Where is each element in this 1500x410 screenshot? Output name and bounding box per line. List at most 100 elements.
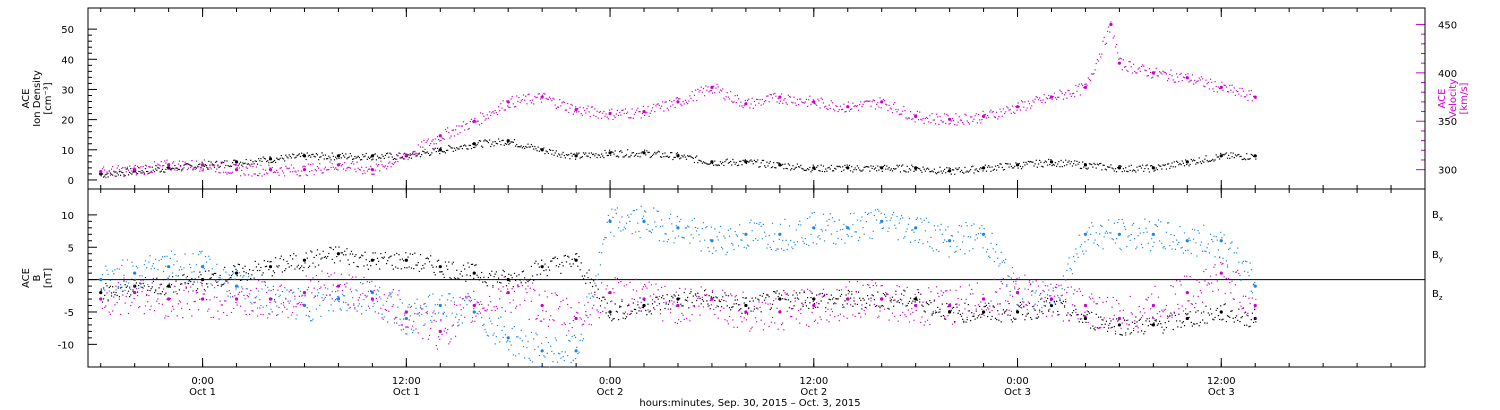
trace-dot — [179, 283, 182, 285]
trace-dot — [805, 98, 808, 100]
trace-dot — [329, 246, 331, 248]
trace-dot — [701, 91, 703, 93]
trace-dot — [119, 170, 122, 172]
trace-dot — [1196, 161, 1198, 164]
trace-dot — [726, 251, 728, 253]
trace-dot — [160, 170, 162, 172]
trace-dot — [131, 301, 133, 303]
trace-dot — [399, 152, 401, 155]
trace-dot — [558, 266, 560, 268]
trace-dot — [1045, 300, 1048, 302]
trace-dot — [140, 279, 142, 281]
trace-dot — [139, 167, 141, 169]
trace-dot — [387, 321, 389, 323]
trace-dot — [1239, 155, 1241, 158]
trace-dot — [717, 317, 719, 319]
trace-dot — [486, 309, 488, 311]
trace-dot — [826, 170, 828, 172]
trace-dot — [1029, 160, 1032, 163]
trace-dot — [284, 160, 286, 162]
trace-dot — [208, 308, 210, 310]
trace-dot — [484, 310, 486, 312]
trace-dot — [313, 155, 315, 158]
trace-dot — [1200, 162, 1203, 165]
trace-dot — [370, 290, 372, 292]
trace-dot — [543, 270, 545, 272]
trace-dot — [301, 295, 303, 297]
trace-dot — [450, 300, 452, 302]
trace-dot — [493, 332, 495, 334]
trace-dot — [237, 293, 239, 295]
trace-dot — [434, 147, 436, 149]
trace-dot — [1255, 321, 1257, 323]
trace-dot — [751, 297, 753, 299]
trace-dot — [323, 284, 325, 286]
trace-dot — [109, 172, 111, 174]
trace-dot — [533, 148, 535, 150]
trace-dot — [1025, 109, 1027, 111]
trace-dot — [1190, 79, 1192, 81]
trace-dot — [964, 166, 966, 169]
trace-dot — [498, 277, 500, 279]
trace-dot — [710, 296, 713, 298]
trace-dot — [839, 295, 842, 297]
trace-dot — [933, 168, 935, 170]
trace-dot — [149, 290, 151, 292]
trace-dot — [1114, 333, 1117, 335]
trace-dot — [765, 297, 767, 299]
trace-dot — [543, 92, 545, 94]
trace-dot — [969, 168, 972, 171]
trace-dot — [1191, 325, 1194, 327]
trace-dot — [491, 323, 493, 325]
trace-dot — [172, 167, 174, 169]
trace-dot — [292, 153, 294, 155]
trace-dot — [1237, 247, 1239, 249]
trace-dot — [1232, 152, 1234, 154]
trace-dot — [770, 94, 772, 96]
trace-dot — [281, 157, 284, 159]
trace-dot — [490, 301, 492, 303]
trace-dot — [356, 156, 358, 158]
y-tick-label: -10 — [58, 340, 74, 351]
data-point-bx — [642, 303, 646, 308]
trace-dot — [991, 111, 993, 113]
trace-dot — [525, 282, 527, 284]
trace-dot — [134, 278, 136, 280]
trace-dot — [1034, 163, 1036, 165]
trace-dot — [1156, 75, 1158, 77]
trace-dot — [288, 291, 290, 293]
trace-dot — [107, 300, 109, 302]
trace-dot — [193, 300, 195, 303]
trace-dot — [164, 294, 166, 296]
trace-dot — [960, 169, 963, 171]
trace-dot — [217, 165, 219, 167]
trace-dot — [725, 254, 727, 256]
trace-dot — [142, 280, 144, 282]
trace-dot — [959, 171, 962, 173]
trace-dot — [570, 362, 572, 364]
trace-dot — [1039, 159, 1041, 162]
trace-dot — [908, 300, 911, 303]
trace-dot — [836, 230, 838, 233]
trace-dot — [568, 339, 570, 342]
data-point-density — [574, 154, 578, 158]
trace-dot — [675, 291, 677, 293]
trace-dot — [227, 282, 229, 284]
trace-dot — [267, 317, 269, 319]
trace-dot — [209, 299, 211, 301]
trace-dot — [1140, 243, 1143, 246]
trace-dot — [537, 346, 539, 348]
trace-dot — [725, 96, 727, 98]
trace-dot — [623, 112, 625, 115]
trace-dot — [836, 105, 838, 107]
trace-dot — [316, 295, 319, 297]
trace-dot — [1027, 100, 1029, 102]
trace-dot — [153, 291, 156, 294]
trace-dot — [823, 295, 826, 297]
trace-dot — [401, 258, 404, 260]
trace-dot — [902, 217, 904, 219]
trace-dot — [718, 164, 720, 166]
trace-dot — [135, 282, 138, 284]
trace-dot — [503, 276, 505, 278]
trace-dot — [679, 158, 681, 160]
